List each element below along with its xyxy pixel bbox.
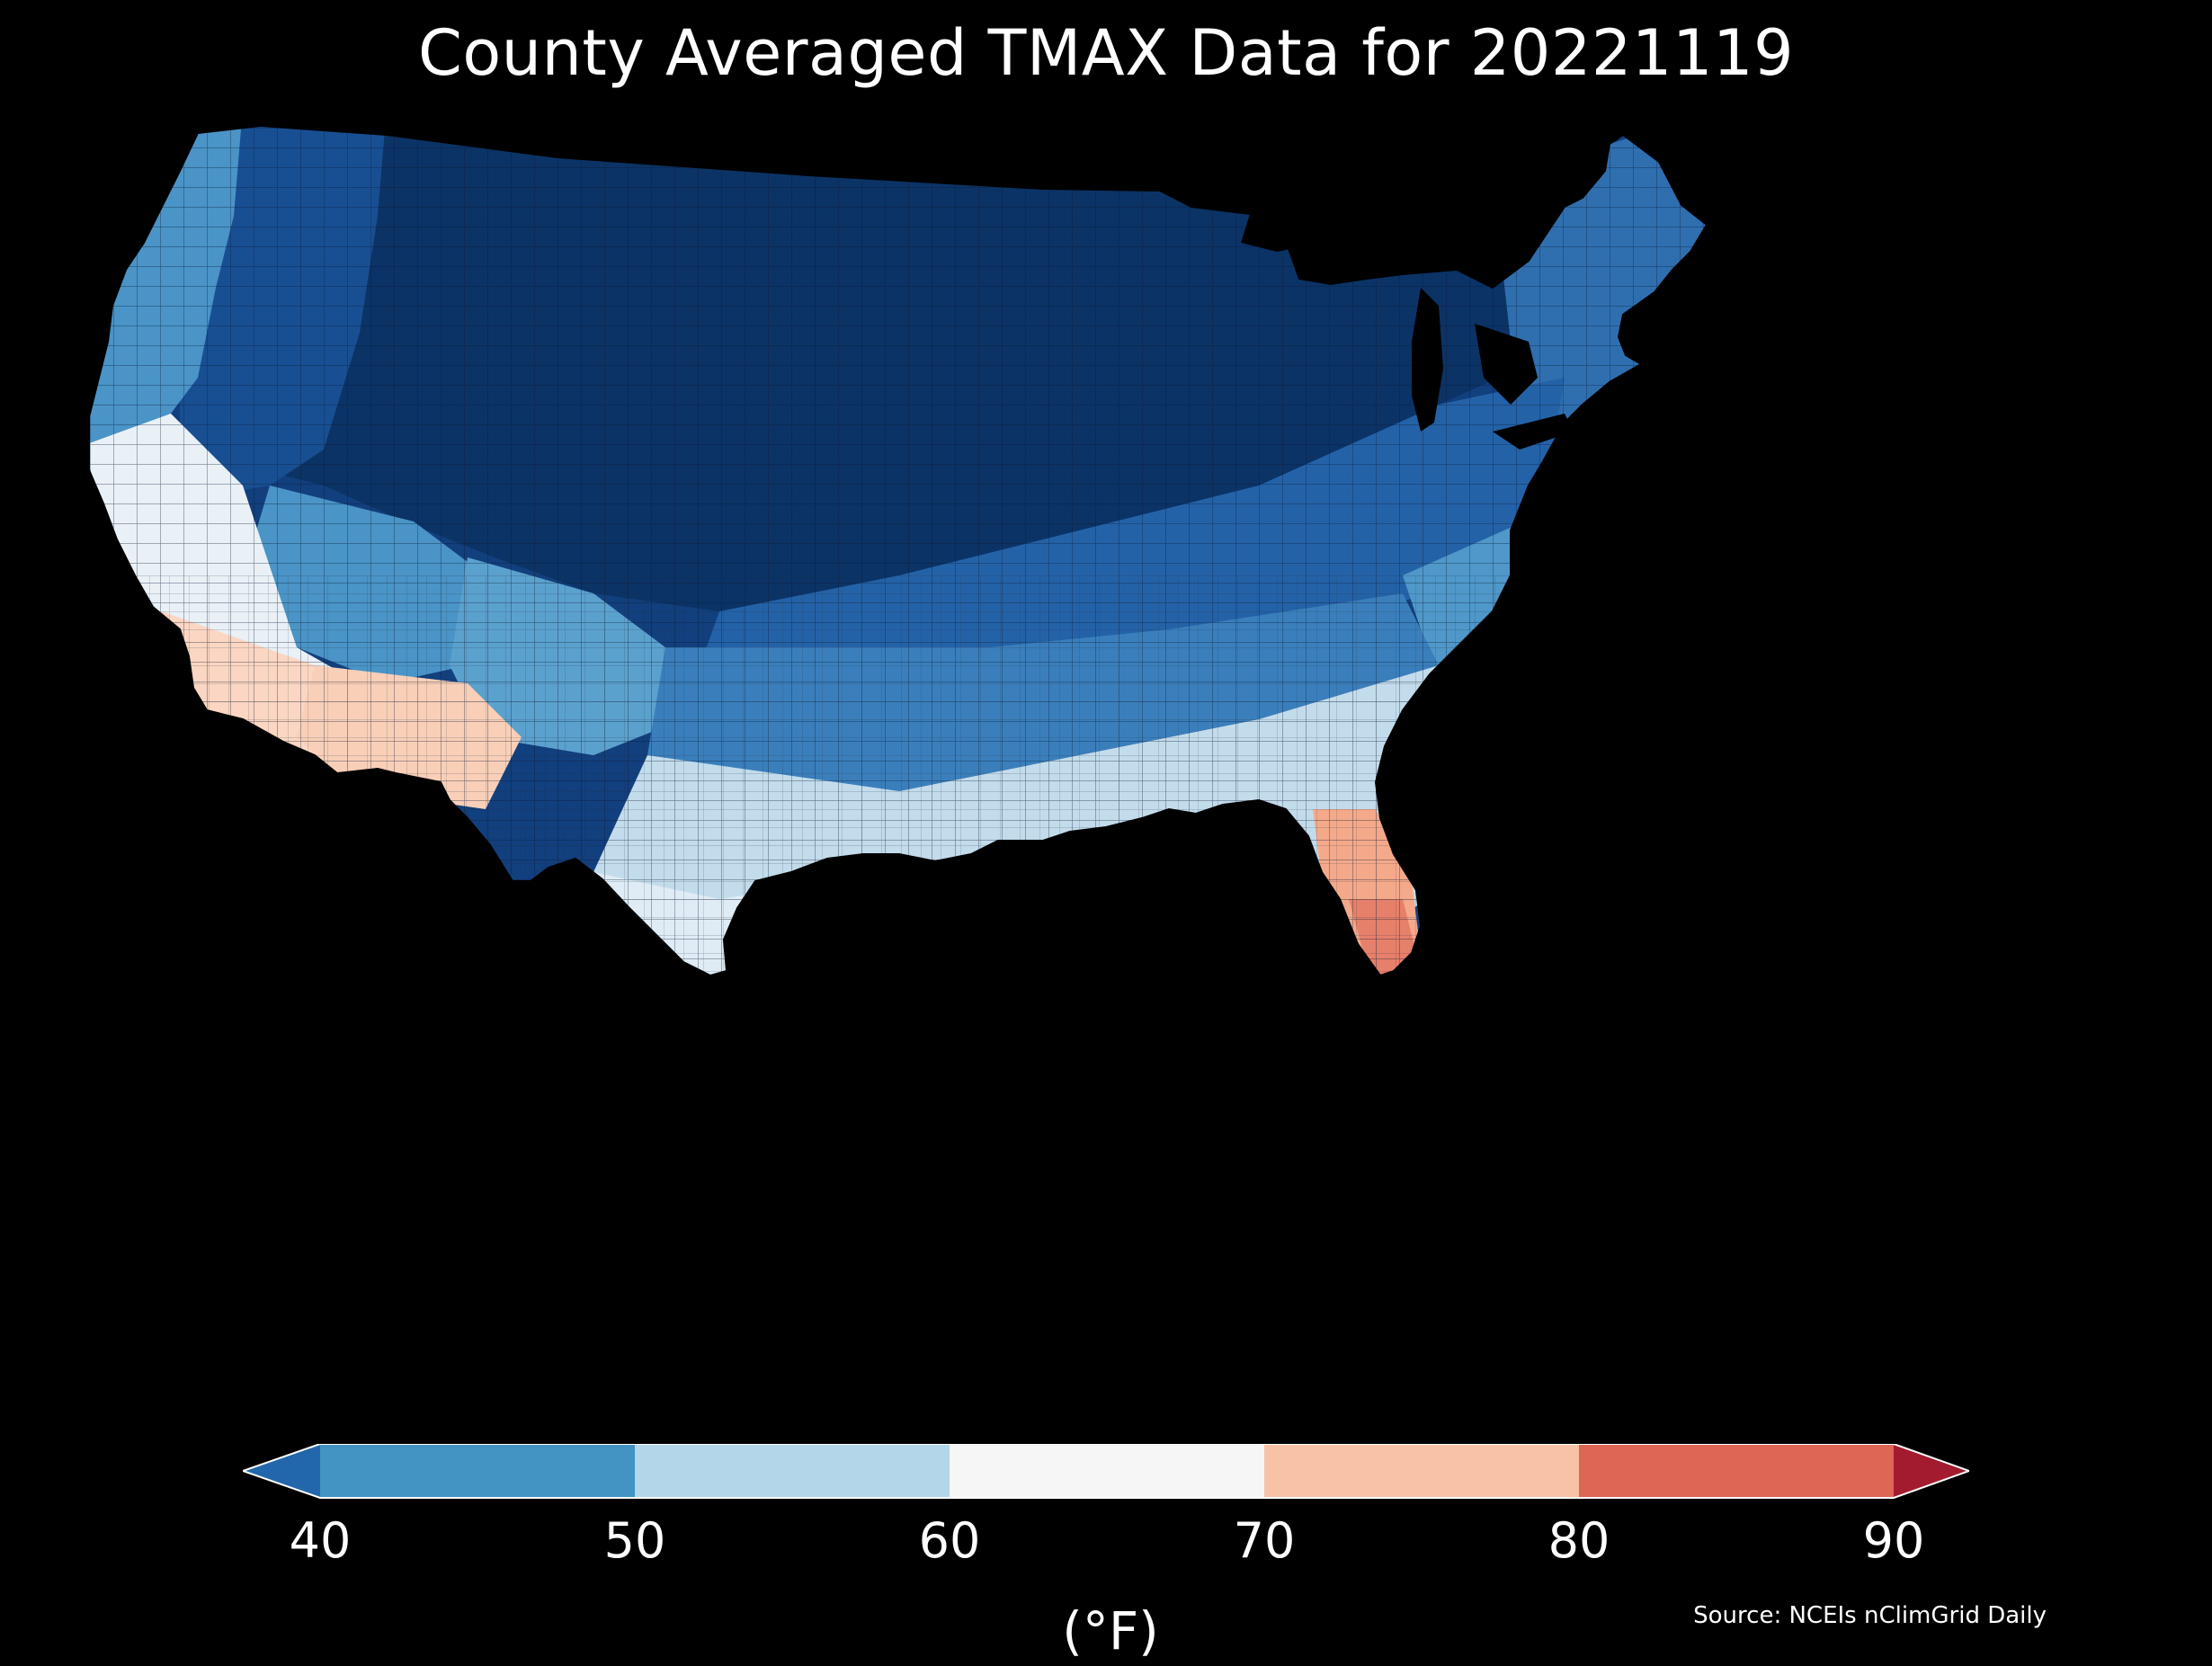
colorbar-segment-60-70 bbox=[950, 1444, 1264, 1498]
colorbar-tick-label: 70 bbox=[1233, 1512, 1296, 1569]
colorbar-under-arrow bbox=[243, 1444, 320, 1498]
colorbar-unit-label: (°F) bbox=[1062, 1600, 1159, 1662]
colorbar-over-arrow bbox=[1894, 1444, 1969, 1498]
lake-michigan bbox=[1412, 288, 1443, 432]
lake-superior bbox=[1241, 214, 1331, 252]
lake-huron bbox=[1475, 324, 1538, 405]
colorbar-segment-70-80 bbox=[1264, 1444, 1579, 1498]
colorbar-tick-label: 60 bbox=[918, 1512, 981, 1569]
colorbar-segment-40-50 bbox=[320, 1444, 635, 1498]
county-boundaries-south bbox=[90, 575, 1707, 976]
colorbar-segment-80-90 bbox=[1579, 1444, 1894, 1498]
us-county-map bbox=[90, 124, 1708, 977]
map-title: County Averaged TMAX Data for 20221119 bbox=[417, 16, 1795, 90]
country-outline bbox=[90, 124, 1708, 977]
colorbar-tick-label: 90 bbox=[1862, 1512, 1925, 1569]
colorbar-outline bbox=[243, 1444, 1969, 1499]
source-attribution: Source: NCEIs nClimGrid Daily bbox=[1693, 1602, 2047, 1629]
colorbar-tick-label: 40 bbox=[289, 1512, 352, 1569]
colorbar-tick-label: 50 bbox=[603, 1512, 666, 1569]
lake-erie bbox=[1493, 414, 1574, 450]
colorbar bbox=[243, 1444, 1969, 1499]
colorbar-segment-50-60 bbox=[635, 1444, 950, 1498]
colorbar-tick-label: 80 bbox=[1548, 1512, 1610, 1569]
